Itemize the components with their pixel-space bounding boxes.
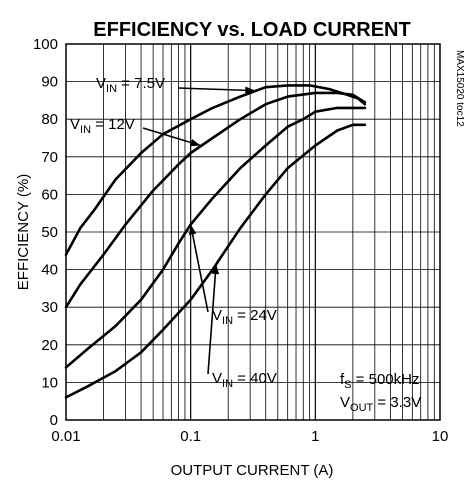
series-line-3 xyxy=(64,123,367,399)
label-vin-7-5: VIN = 7.5V xyxy=(96,75,165,95)
x-tick-label: 0.01 xyxy=(51,428,80,445)
y-tick-labels: 0 10 20 30 40 50 60 70 80 90 100 xyxy=(33,36,58,429)
label-vin-24: VIN = 24V xyxy=(212,307,277,327)
y-tick-label: 90 xyxy=(41,74,58,91)
y-tick-label: 30 xyxy=(41,299,58,316)
x-tick-label: 0.1 xyxy=(180,428,201,445)
y-tick-label: 0 xyxy=(50,412,58,429)
arrow-vin-40-shaft xyxy=(207,263,217,375)
y-tick-label: 20 xyxy=(41,337,58,354)
grid xyxy=(66,44,440,420)
series-annotations: VIN = 7.5V VIN = 12V VIN = 24V VIN = 40V… xyxy=(70,75,421,414)
y-tick-label: 40 xyxy=(41,262,58,279)
arrow-vin-24-shaft xyxy=(189,224,209,313)
figure-code: MAX15020 toc12 xyxy=(454,50,465,127)
arrow-vin-12-head xyxy=(189,138,201,147)
y-tick-label: 60 xyxy=(41,186,58,203)
series-lines xyxy=(64,84,367,399)
arrow-vin-7-5-head xyxy=(245,86,256,95)
arrow-vin-40-head xyxy=(211,263,220,275)
annotation-arrows xyxy=(142,86,256,375)
label-vin-12: VIN = 12V xyxy=(70,116,135,136)
plot-frame xyxy=(65,43,441,421)
condition-fs: fS = 500kHz xyxy=(340,371,419,391)
arrow-vin-7-5-shaft xyxy=(177,87,256,92)
y-tick-label: 10 xyxy=(41,374,58,391)
y-tick-label: 80 xyxy=(41,111,58,128)
y-tick-label: 50 xyxy=(41,224,58,241)
x-tick-label: 1 xyxy=(311,428,319,445)
arrow-vin-12-shaft xyxy=(142,127,201,147)
arrow-vin-24-head xyxy=(188,224,197,236)
condition-vout: VOUT = 3.3V xyxy=(340,394,421,414)
x-tick-labels: 0.01 0.1 1 10 xyxy=(51,428,448,445)
chart-title: EFFICIENCY vs. LOAD CURRENT xyxy=(93,19,410,41)
y-tick-label: 70 xyxy=(41,149,58,166)
y-axis-label: EFFICIENCY (%) xyxy=(15,174,32,290)
label-vin-40: VIN = 40V xyxy=(212,370,277,390)
x-axis-label: OUTPUT CURRENT (A) xyxy=(171,462,334,479)
x-tick-label: 10 xyxy=(432,428,449,445)
series-line-2 xyxy=(64,106,367,369)
y-tick-label: 100 xyxy=(33,36,58,53)
series-line-1 xyxy=(64,91,367,309)
